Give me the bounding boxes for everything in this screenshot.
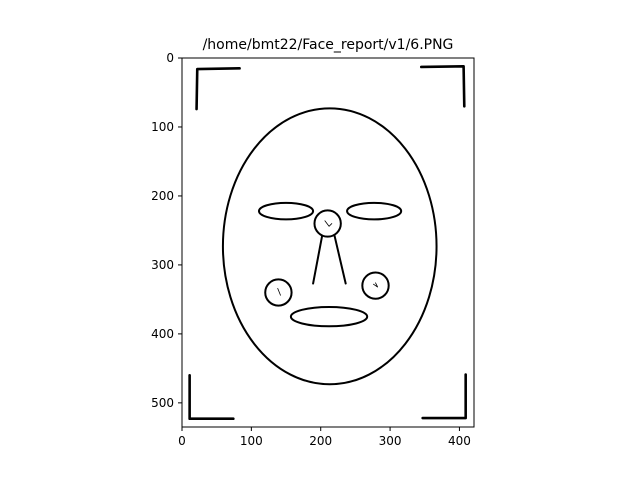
y-tick-label: 300	[151, 258, 174, 272]
mouth	[289, 305, 369, 328]
left-cheek-mark	[277, 287, 281, 296]
nose-left-line	[312, 234, 324, 285]
y-tick-label: 500	[151, 396, 174, 410]
corner-bottom-left	[188, 373, 235, 421]
corner-top-right	[419, 64, 466, 108]
x-tick-label: 400	[448, 434, 471, 448]
x-tick-label: 200	[309, 434, 332, 448]
x-tick-label: 300	[379, 434, 402, 448]
nose-mark	[324, 220, 333, 227]
y-axis: 0 100 200 300 400 500	[151, 51, 182, 410]
left-eye	[257, 201, 315, 221]
corner-bottom-right	[421, 373, 467, 420]
x-tick-label: 100	[240, 434, 263, 448]
y-tick-label: 100	[151, 120, 174, 134]
chart-title: /home/bmt22/Face_report/v1/6.PNG	[203, 37, 454, 53]
right-cheek	[361, 271, 390, 300]
y-tick-label: 0	[166, 51, 174, 65]
left-cheek	[264, 278, 293, 307]
axes-frame	[181, 57, 475, 428]
y-tick-label: 400	[151, 327, 174, 341]
x-tick-label: 0	[178, 434, 186, 448]
face-outline	[221, 107, 438, 386]
y-tick-label: 200	[151, 189, 174, 203]
right-cheek-mark	[373, 282, 378, 288]
image-content	[188, 64, 467, 421]
nose-circle	[313, 209, 342, 238]
right-eye	[346, 201, 403, 221]
x-axis: 0 100 200 300 400	[178, 427, 471, 448]
nose-right-line	[333, 234, 347, 285]
corner-top-left	[195, 67, 241, 111]
